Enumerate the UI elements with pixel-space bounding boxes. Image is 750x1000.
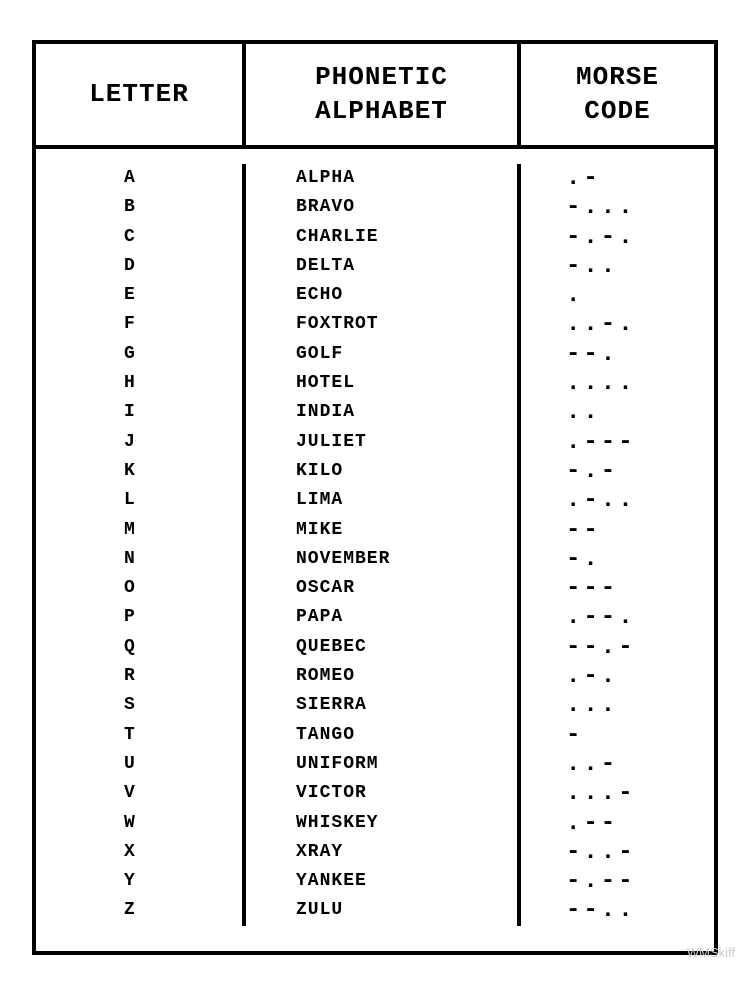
table-row: C [124,223,242,252]
header-letter: LETTER [36,44,246,145]
table-row: HOTEL [296,369,517,398]
table-row: M [124,516,242,545]
table-row: L [124,486,242,515]
table-row: X [124,838,242,867]
table-row: FOXTROT [296,310,517,339]
table-row: MIKE [296,516,517,545]
table-row: G [124,340,242,369]
table-row: Z [124,896,242,925]
table-row: K [124,457,242,486]
table-row: F [124,310,242,339]
table-row: OSCAR [296,574,517,603]
table-row: . [566,281,714,310]
table-row: BRAVO [296,193,517,222]
table-row: J [124,428,242,457]
table-row: ... [566,691,714,720]
table-row: ..-. [566,310,714,339]
table-row: WHISKEY [296,809,517,838]
table-row: -..- [566,838,714,867]
table-row: ZULU [296,896,517,925]
table-row: GOLF [296,340,517,369]
table-row: -.. [566,252,714,281]
table-row: --.. [566,896,714,925]
table-row: .-- [566,809,714,838]
table-row: XRAY [296,838,517,867]
table-row: VICTOR [296,779,517,808]
table-row: R [124,662,242,691]
table-row: .. [566,398,714,427]
table-body: ABCDEFGHIJKLMNOPQRSTUVWXYZ ALPHABRAVOCHA… [36,149,714,951]
table-row: .--- [566,428,714,457]
column-letter: ABCDEFGHIJKLMNOPQRSTUVWXYZ [36,164,246,926]
table-row: T [124,721,242,750]
table-row: W [124,809,242,838]
table-row: --. [566,340,714,369]
table-row: --- [566,574,714,603]
table-row: YANKEE [296,867,517,896]
table-row: ALPHA [296,164,517,193]
table-row: SIERRA [296,691,517,720]
table-row: .... [566,369,714,398]
table-header-row: LETTER PHONETIC ALPHABET MORSE CODE [36,44,714,149]
column-phonetic: ALPHABRAVOCHARLIEDELTAECHOFOXTROTGOLFHOT… [246,164,521,926]
table-row: .--. [566,603,714,632]
table-row: NOVEMBER [296,545,517,574]
table-row: -.- [566,457,714,486]
header-phonetic: PHONETIC ALPHABET [246,44,521,145]
table-row: P [124,603,242,632]
table-row: H [124,369,242,398]
phonetic-morse-table: LETTER PHONETIC ALPHABET MORSE CODE ABCD… [32,40,718,955]
table-row: CHARLIE [296,223,517,252]
table-row: A [124,164,242,193]
table-row: TANGO [296,721,517,750]
table-row: I [124,398,242,427]
table-row: DELTA [296,252,517,281]
column-morse: .--...-.-.-.....-.--........----.-.-..--… [521,164,714,926]
table-row: QUEBEC [296,633,517,662]
table-row: .-.. [566,486,714,515]
table-row: -. [566,545,714,574]
table-row: --.- [566,633,714,662]
header-morse: MORSE CODE [521,44,714,145]
table-row: LIMA [296,486,517,515]
table-row: .- [566,164,714,193]
table-row: Y [124,867,242,896]
table-row: -... [566,193,714,222]
table-row: ..- [566,750,714,779]
table-row: ECHO [296,281,517,310]
table-row: D [124,252,242,281]
table-row: .-. [566,662,714,691]
table-row: V [124,779,242,808]
table-row: O [124,574,242,603]
table-row: KILO [296,457,517,486]
table-row: UNIFORM [296,750,517,779]
table-row: B [124,193,242,222]
table-row: U [124,750,242,779]
table-row: JULIET [296,428,517,457]
table-row: S [124,691,242,720]
table-row: Q [124,633,242,662]
table-row: N [124,545,242,574]
table-row: ...- [566,779,714,808]
table-row: -.-. [566,223,714,252]
table-row: INDIA [296,398,517,427]
table-row: -- [566,516,714,545]
table-row: -.-- [566,867,714,896]
watermark-text: WMSkiff [687,945,735,960]
table-row: ROMEO [296,662,517,691]
table-row: PAPA [296,603,517,632]
table-row: E [124,281,242,310]
table-row: - [566,721,714,750]
